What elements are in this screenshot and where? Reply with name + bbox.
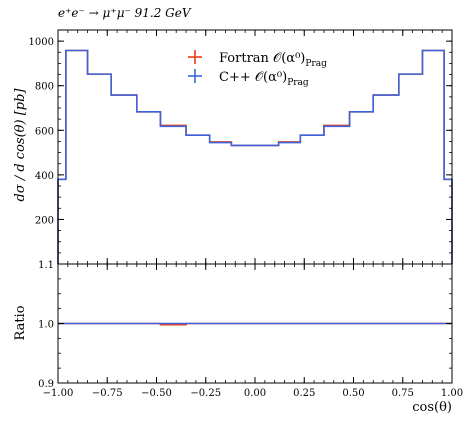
xtick-label: 0.75 xyxy=(392,388,414,399)
xtick-label: 0.50 xyxy=(342,388,364,399)
main-ytick-label: 600 xyxy=(35,126,54,137)
xtick-label: −1.00 xyxy=(43,388,74,399)
legend: Fortran 𝒪(α⁰)Prag C++ 𝒪(α⁰)Prag xyxy=(188,50,327,88)
legend-label-fortran: Fortran 𝒪(α⁰)Prag xyxy=(219,51,327,69)
ratio-axis-label: Ratio xyxy=(13,305,28,340)
legend-label-cpp: C++ 𝒪(α⁰)Prag xyxy=(219,70,309,88)
legend-entry-fortran: Fortran 𝒪(α⁰)Prag xyxy=(188,50,327,69)
ratio-ytick-label: 1.0 xyxy=(38,320,54,331)
legend-label-cpp-main: C++ 𝒪(α⁰) xyxy=(219,70,287,85)
legend-entry-cpp: C++ 𝒪(α⁰)Prag xyxy=(188,69,309,88)
main-plot-panel: 200 400 600 800 1000 dσ / d cos(θ) [pb] Fort… xyxy=(13,29,453,265)
xtick-label: −0.25 xyxy=(190,388,221,399)
ratio-ytick-label: 1.1 xyxy=(38,260,54,271)
main-ytick-label: 400 xyxy=(35,171,54,182)
xtick-label: −0.50 xyxy=(141,388,172,399)
legend-label-fortran-main: Fortran 𝒪(α⁰) xyxy=(219,51,305,66)
main-series-cpp-line xyxy=(57,49,453,264)
legend-label-fortran-sub: Prag xyxy=(305,59,327,69)
x-axis-label: cos(θ) xyxy=(412,400,452,415)
ratio-plot-panel: 0.9 1.0 1.1 −1.00 −0.75 −0.50 −0.25 0.00 0.25 0.… xyxy=(13,260,463,415)
y-axis-label: dσ / d cos(θ) [pb] xyxy=(13,88,28,202)
legend-label-cpp-sub: Prag xyxy=(287,78,309,88)
chart-title: e⁺e⁻ → μ⁺μ⁻ 91.2 GeV xyxy=(58,6,192,20)
main-ytick-label: 800 xyxy=(35,82,54,93)
xtick-label: 0.25 xyxy=(293,388,315,399)
xtick-label: −0.75 xyxy=(92,388,123,399)
xtick-label: 1.00 xyxy=(441,388,463,399)
main-ytick-label: 1000 xyxy=(29,37,54,48)
xtick-label: 0.00 xyxy=(244,388,266,399)
ratio-ytick-label: 0.9 xyxy=(38,379,54,390)
main-ytick-label: 200 xyxy=(35,215,54,226)
